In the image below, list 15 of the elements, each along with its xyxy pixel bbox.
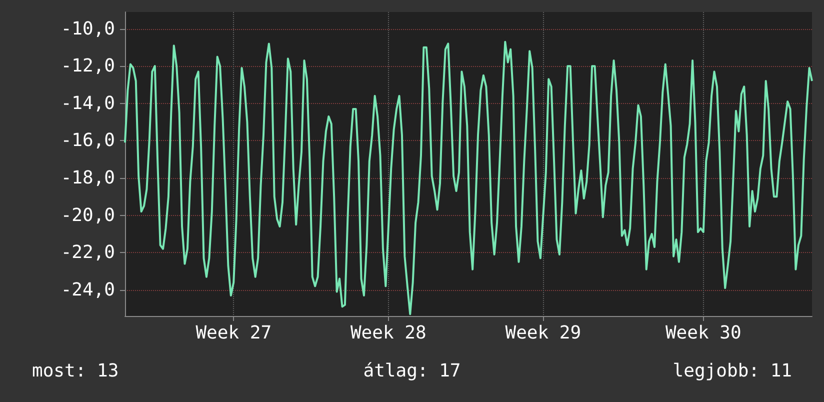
y-tick-label: -14,0 [60,92,115,114]
y-tick-label: -18,0 [60,167,115,188]
text: átlag: 17 [363,360,461,382]
y-tick-label: -12,0 [60,56,115,77]
y-tick-label: -16,0 [60,130,115,152]
y-tick-label: -10,0 [60,18,115,40]
y-tick-label: -24,0 [60,279,115,300]
y-tick-label: -22,0 [60,242,115,264]
x-tick-label: Week 27 [196,322,272,344]
text: most: 13 [32,360,119,382]
x-tick-label: Week 28 [350,322,426,344]
y-tick-label: -20,0 [60,204,115,226]
x-tick-label: Week 30 [665,322,742,344]
x-tick-label: Week 29 [505,322,582,344]
text: legjobb: 11 [672,360,792,382]
